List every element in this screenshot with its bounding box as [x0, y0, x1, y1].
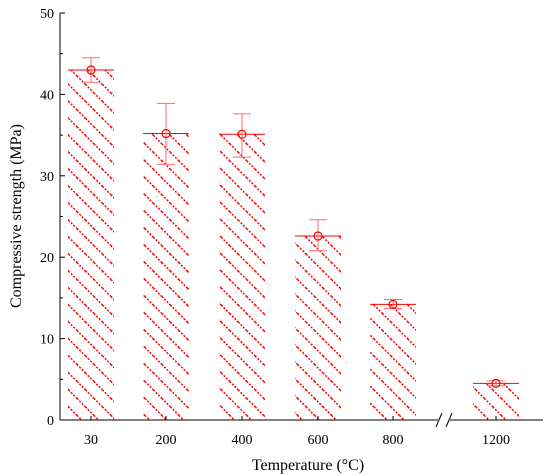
x-tick-label-800: 800: [383, 433, 404, 448]
bar-1200: [473, 383, 519, 420]
mean-marker-600: [313, 231, 323, 241]
bar-200: [143, 133, 189, 421]
bars-layer: [68, 57, 519, 421]
mean-marker-400: [237, 129, 247, 139]
x-tick-label-200: 200: [156, 433, 177, 448]
axis-break-gap: [438, 414, 450, 426]
mean-marker-30: [86, 65, 96, 75]
mean-marker-200: [161, 128, 171, 139]
x-tick-label-1200: 1200: [482, 433, 510, 448]
y-tick-label-30: 30: [40, 170, 54, 185]
y-tick-label-0: 0: [47, 414, 54, 429]
axes-layer: 0 10 20 30 40 50 30 200 400 600 800 1200: [40, 7, 543, 448]
x-tick-label-30: 30: [84, 433, 98, 448]
y-tick-label-50: 50: [40, 7, 54, 22]
x-tick-label-400: 400: [232, 433, 253, 448]
mean-marker-800: [388, 299, 398, 310]
bar-600: [295, 236, 341, 420]
x-tick-label-600: 600: [308, 433, 329, 448]
bar-800: [370, 304, 416, 420]
y-tick-label-40: 40: [40, 88, 54, 103]
y-tick-label-10: 10: [40, 333, 54, 348]
axis-break-mark-1: [435, 412, 443, 428]
y-axis-title: Compressive strength (MPa): [8, 124, 25, 308]
axis-break-mark-2: [445, 412, 453, 428]
y-tick-label-20: 20: [40, 251, 54, 266]
bar-30: [68, 69, 114, 420]
bar-400: [219, 134, 265, 420]
x-axis-title: Temperature (°C): [252, 457, 364, 474]
mean-marker-1200: [491, 378, 501, 388]
